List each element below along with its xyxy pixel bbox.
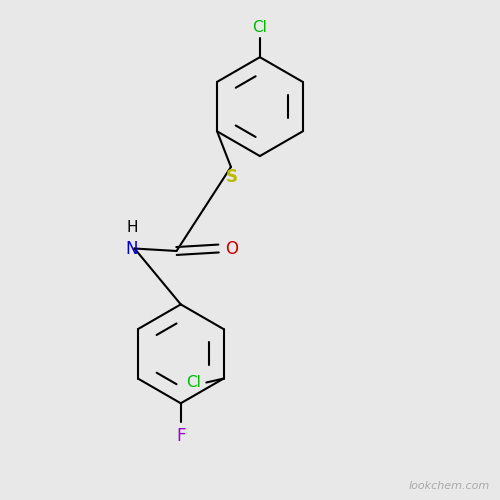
Text: F: F [176, 427, 186, 445]
Text: O: O [225, 240, 238, 258]
Text: N: N [126, 240, 138, 258]
Text: lookchem.com: lookchem.com [408, 482, 490, 492]
Text: Cl: Cl [252, 20, 268, 36]
Text: Cl: Cl [186, 375, 202, 390]
Text: H: H [126, 220, 138, 234]
Text: S: S [226, 168, 238, 186]
